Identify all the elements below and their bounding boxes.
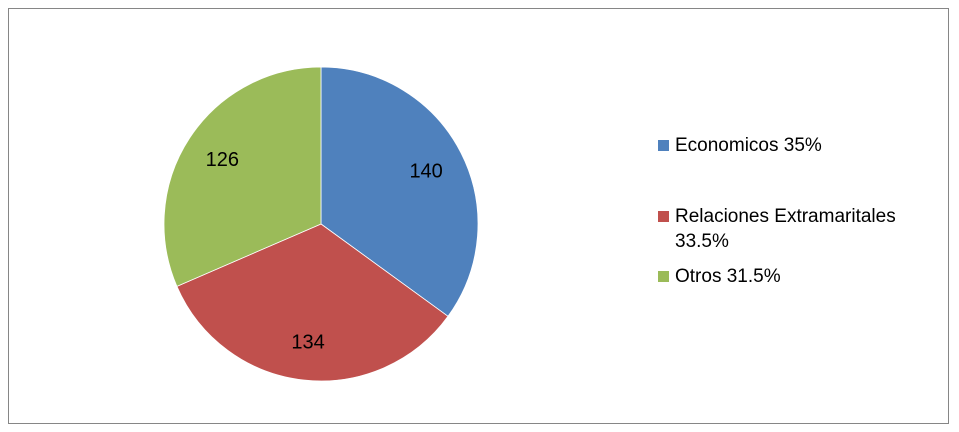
legend-item-relaciones-extramaritales: Relaciones Extramaritales 33.5% <box>658 204 935 254</box>
data-label-relaciones-extramaritales: 134 <box>291 331 324 353</box>
pie-slice-relaciones-extramaritales <box>176 223 449 382</box>
legend-swatch-economicos <box>658 140 669 151</box>
chart-area: 140 134 126 Economicos 35% Relaciones Extr… <box>8 8 949 424</box>
legend-item-otros: Otros 31.5% <box>658 264 935 289</box>
pie-chart: 140 134 126 <box>163 66 479 382</box>
data-label-economicos: 140 <box>409 160 442 182</box>
pie-slice-otros <box>163 66 322 287</box>
pie-data-labels: 140 134 126 <box>206 149 443 353</box>
legend-label-relaciones-extramaritales: Relaciones Extramaritales 33.5% <box>675 206 896 252</box>
pie-slice-economicos <box>320 66 479 317</box>
legend-item-economicos: Economicos 35% <box>658 133 935 158</box>
legend-label-economicos: Economicos 35% <box>675 135 822 156</box>
data-label-otros: 126 <box>206 149 239 171</box>
legend-swatch-otros <box>658 271 669 282</box>
legend-label-otros: Otros 31.5% <box>675 266 781 287</box>
legend-swatch-relaciones-extramaritales <box>658 211 669 222</box>
pie-slices <box>163 66 479 382</box>
